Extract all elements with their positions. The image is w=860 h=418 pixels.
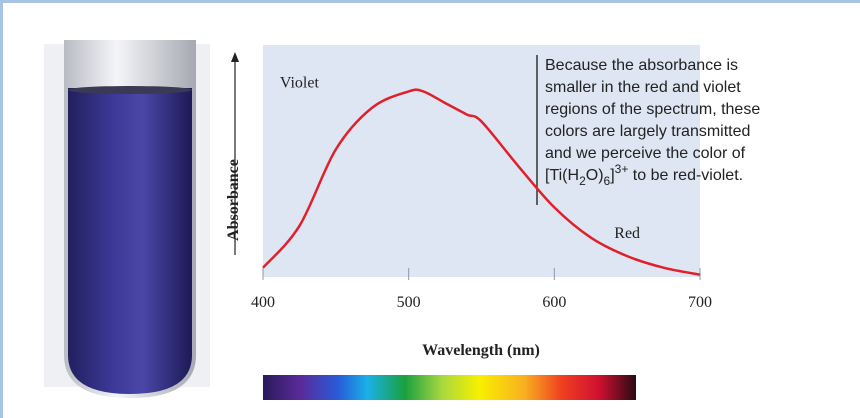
note-tail: to be red-violet. (628, 167, 743, 184)
annotation: Red (614, 225, 640, 242)
formula: O) (586, 167, 604, 184)
test-tube-liquid (68, 88, 192, 394)
note-line: colors are largely transmitted (545, 123, 750, 140)
arrow-head (231, 52, 239, 62)
x-tick-label: 600 (542, 294, 566, 311)
meniscus (68, 86, 192, 94)
y-axis-label: Absorbance (225, 159, 242, 241)
x-tick-label: 400 (251, 294, 275, 311)
absorbance-curve (262, 88, 701, 276)
formula-sup: 3+ (615, 162, 629, 176)
formula: [Ti(H (545, 167, 579, 184)
formula-sub: 6 (604, 174, 611, 188)
note-line: Because the absorbance is (545, 57, 738, 74)
formula: ] (610, 167, 614, 184)
spectrum-bar (263, 375, 636, 400)
plot-area (263, 45, 700, 277)
note: Because the absorbance is smaller in the … (545, 57, 760, 188)
annotation: Violet (280, 74, 320, 91)
note-line: regions of the spectrum, these (545, 101, 760, 118)
formula-sub: 2 (579, 174, 586, 188)
x-tick-label: 500 (397, 294, 421, 311)
note-line: smaller in the red and violet (545, 79, 741, 96)
x-axis-label: Wavelength (nm) (422, 342, 540, 359)
x-tick-label: 700 (688, 294, 712, 311)
note-line: and we perceive the color of (545, 145, 746, 162)
